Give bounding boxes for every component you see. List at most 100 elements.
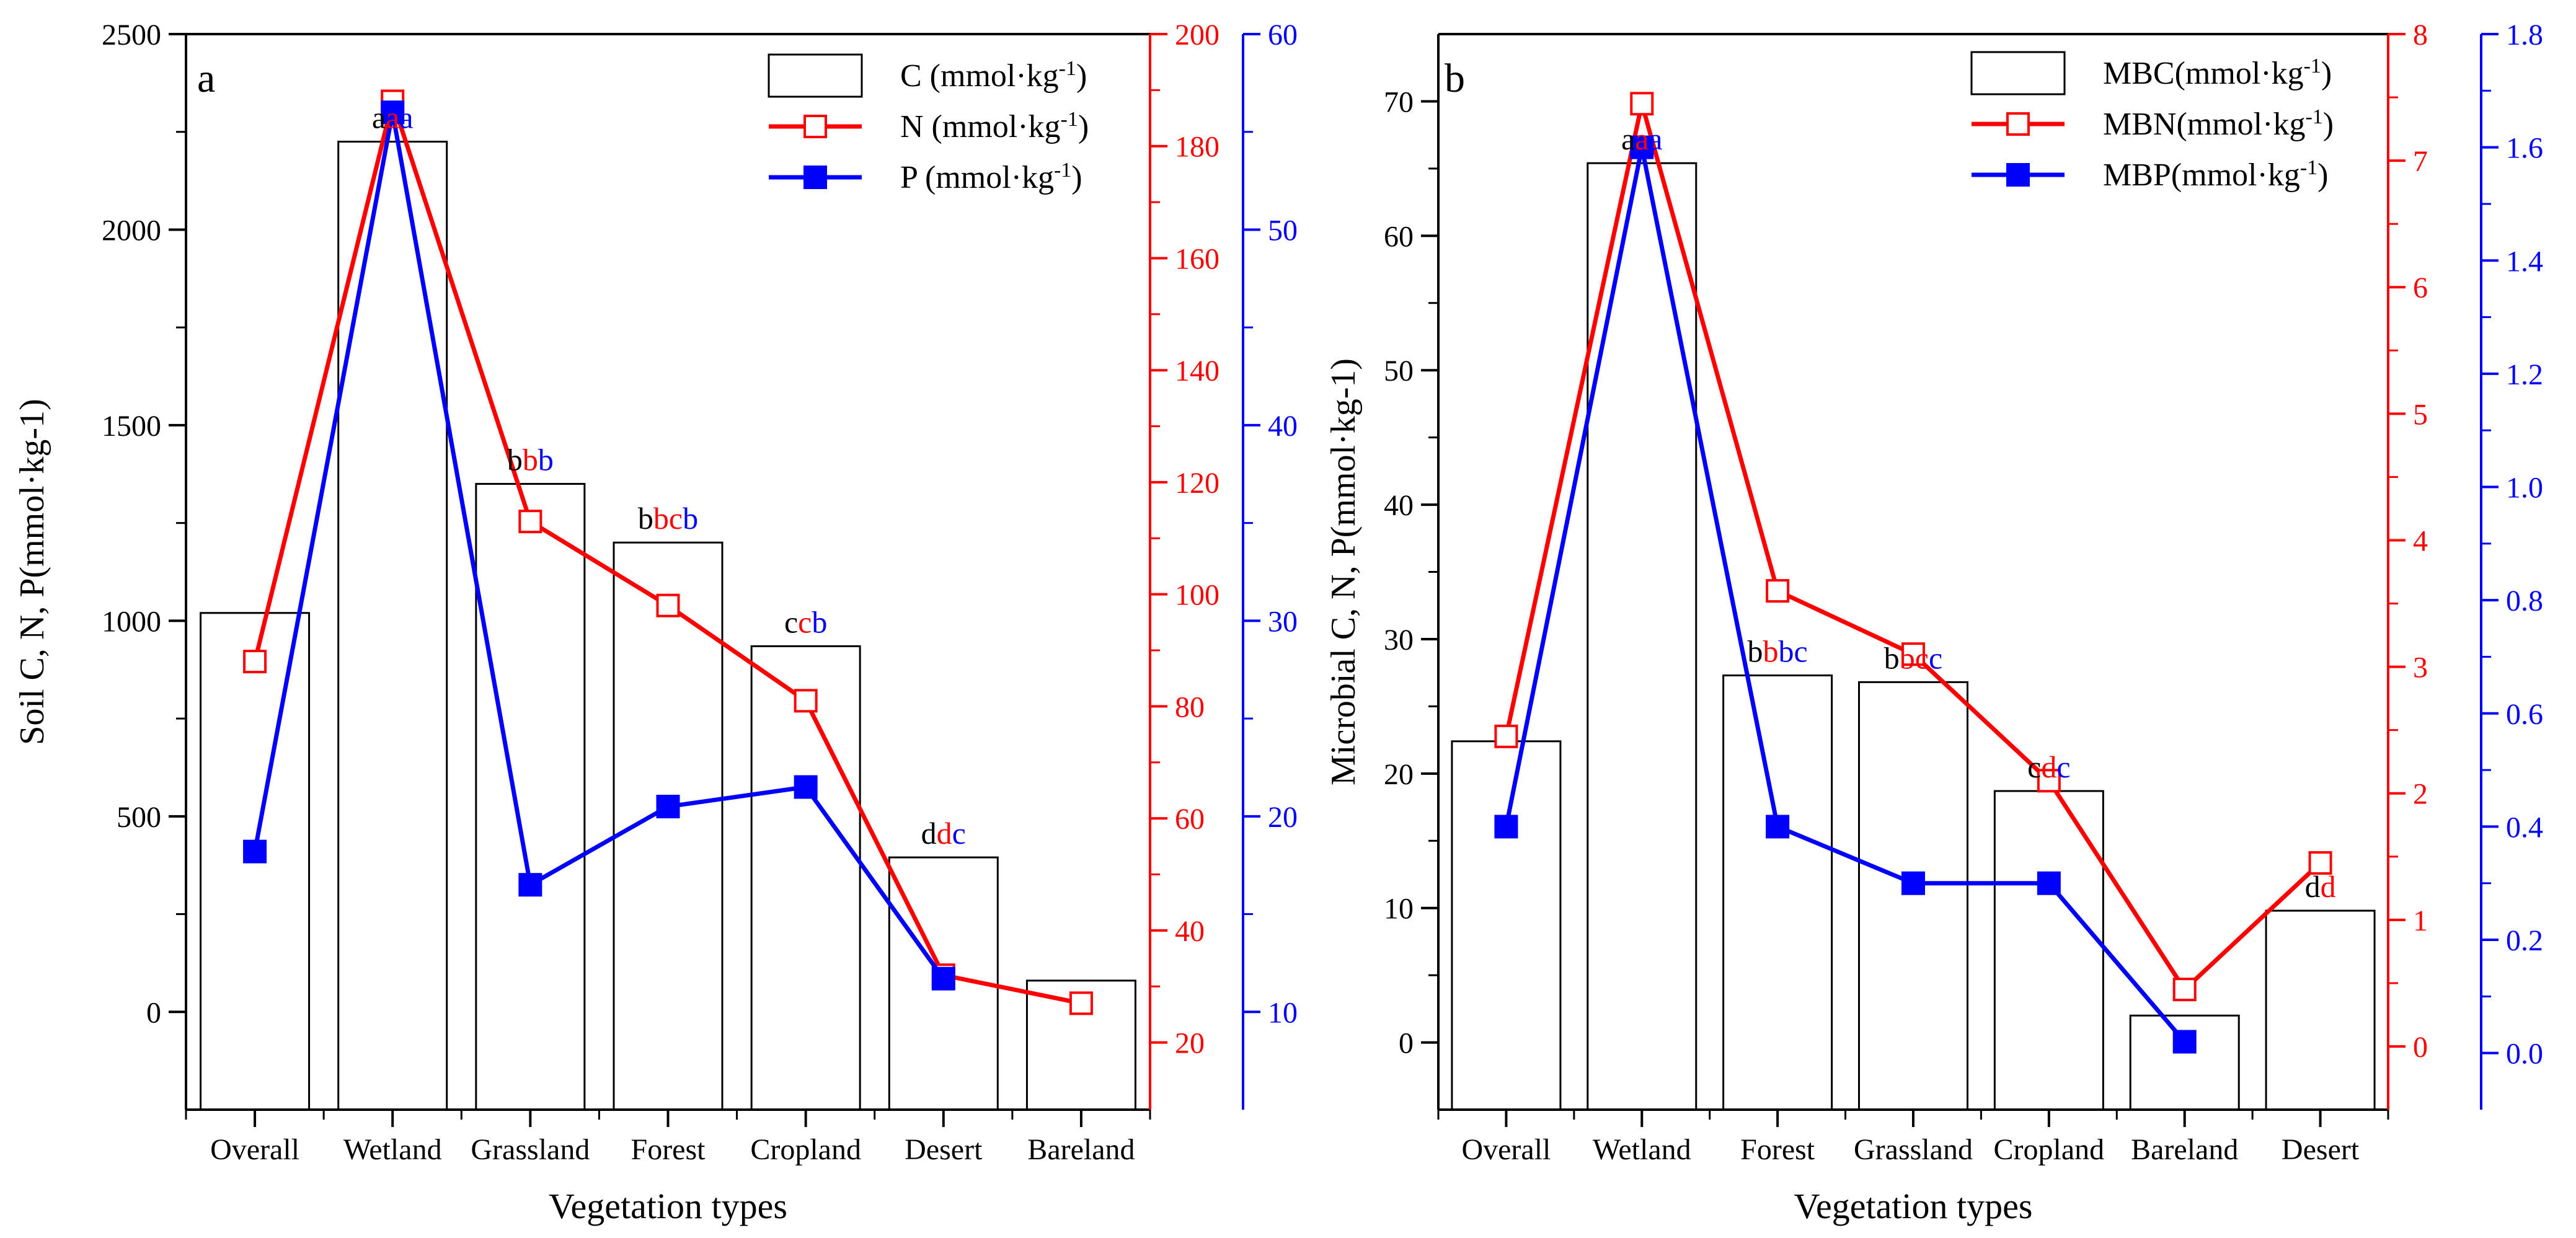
- bar-bareland: [2129, 1014, 2240, 1111]
- significance-letter: b: [523, 443, 538, 477]
- legend-label-superscript: -1: [1059, 57, 1076, 80]
- right1-axis-tick-label: 180: [1175, 131, 1219, 164]
- significance-letter: bc: [1779, 634, 1808, 668]
- significance-letter: d: [2041, 749, 2056, 784]
- legend-label-close: ): [2317, 157, 2328, 193]
- significance-letter: a: [1649, 122, 1662, 156]
- x-tick-label-overall: Overall: [210, 1133, 299, 1166]
- legend-label-close: ): [1076, 58, 1087, 94]
- y-axis-title: Microbial C, N, P(mmol·kg-1): [1324, 358, 1363, 785]
- right1-axis-tick-label: 8: [2413, 19, 2428, 51]
- significance-letter: d: [921, 816, 937, 851]
- legend-swatch-bar: [1970, 51, 2066, 95]
- significance-letters: ccb: [784, 604, 827, 639]
- right1-axis-tick-label: 3: [2413, 652, 2428, 684]
- series-point-blue: [243, 839, 267, 864]
- right1-axis-tick-label: 4: [2413, 524, 2428, 557]
- bar-overall: [1451, 740, 1562, 1111]
- x-axis-title: Vegetation types: [1794, 1186, 2033, 1226]
- panel-a: 0 500 1000 1500 2000 2500 20 40 60 80 100 120 140 160…: [13, 19, 1298, 1226]
- significance-letters: ddc: [921, 816, 966, 851]
- x-tick-label-grassland: Grassland: [471, 1133, 590, 1166]
- legend-label-superscript: -1: [2300, 156, 2317, 179]
- legend-label: C (mmol·kg-1): [900, 57, 1087, 94]
- right1-axis-tick-label: 1: [2413, 904, 2428, 937]
- bar-grassland: [475, 483, 586, 1111]
- x-axis-title: Vegetation types: [549, 1186, 787, 1226]
- significance-letter: b: [1763, 634, 1779, 668]
- left-axis-tick-label: 0: [146, 996, 161, 1029]
- right1-axis-tick-label: 7: [2413, 145, 2428, 178]
- significance-letter: b: [638, 501, 653, 536]
- series-point-blue: [1901, 871, 1925, 895]
- x-tick-label-cropland: Cropland: [750, 1133, 861, 1166]
- series-point-red: [243, 650, 267, 674]
- x-tick-label-desert: Desert: [905, 1133, 983, 1166]
- significance-letter: c: [798, 604, 812, 639]
- significance-letter: d: [2321, 869, 2336, 904]
- bar-desert: [2265, 909, 2376, 1111]
- series-point-red: [518, 510, 542, 534]
- series-line-blue: [252, 110, 945, 980]
- legend-swatch-marker: [803, 115, 827, 138]
- left-axis-tick-label: 500: [117, 801, 161, 834]
- right2-axis-tick-label: 0.6: [2506, 698, 2543, 731]
- series-line-blue: [1503, 145, 2187, 1043]
- x-tick-label-wetland: Wetland: [1593, 1133, 1691, 1166]
- right2-axis-tick-label: 50: [1268, 214, 1298, 247]
- right1-axis-tick-label: 5: [2413, 398, 2428, 431]
- panel-label: b: [1445, 56, 1465, 101]
- series-point-blue: [2037, 871, 2061, 895]
- series-point-red: [1069, 991, 1093, 1015]
- series-point-red: [2037, 769, 2061, 793]
- series-line-red: [252, 99, 1082, 1006]
- significance-letter: bc: [1900, 640, 1929, 675]
- x-tick-label-bareland: Bareland: [2131, 1133, 2238, 1166]
- legend-label-text: P (mmol·kg: [900, 160, 1054, 195]
- right1-axis-tick-label: 100: [1175, 579, 1219, 612]
- series-point-blue: [1766, 815, 1790, 839]
- left-axis-tick-label: 20: [1384, 758, 1414, 791]
- significance-letter: c: [1929, 640, 1942, 675]
- significance-letter: a: [399, 100, 413, 135]
- significance-letter: b: [507, 443, 523, 477]
- right1-axis-tick-label: 80: [1175, 691, 1205, 723]
- legend-label-text: MBN(mmol·kg: [2103, 107, 2305, 142]
- significance-letter: c: [2027, 749, 2041, 784]
- significance-letter: a: [386, 100, 399, 135]
- right1-axis-tick-label: 60: [1175, 803, 1205, 836]
- legend-label-superscript: -1: [2304, 55, 2321, 77]
- x-tick-label-desert: Desert: [2282, 1133, 2360, 1166]
- left-axis-tick-label: 10: [1384, 893, 1414, 926]
- significance-letter: a: [1635, 122, 1649, 156]
- series-point-red: [1630, 92, 1654, 116]
- left-axis-tick-label: 60: [1384, 220, 1414, 253]
- series-point-blue: [931, 966, 955, 991]
- series-point-blue: [1494, 815, 1518, 839]
- significance-letter: b: [683, 501, 698, 536]
- legend-label: P (mmol·kg-1): [900, 159, 1082, 196]
- right1-axis-tick-label: 200: [1175, 19, 1219, 51]
- left-axis-tick-label: 1000: [102, 605, 161, 638]
- significance-letter: d: [937, 816, 952, 851]
- legend-label-text: C (mmol·kg: [900, 58, 1059, 94]
- legend-swatch-marker: [803, 166, 827, 189]
- right2-axis-tick-label: 60: [1268, 19, 1298, 51]
- panel-b: 0 10 20 30 40 50 60 70 0 1 2 3 4 5 6 7 8 0.0 0.2 0.4 0.6 0.8 1…: [1324, 19, 2543, 1226]
- significance-letter: a: [1621, 122, 1635, 156]
- x-tick-label-forest: Forest: [1740, 1133, 1815, 1166]
- series-point-red: [656, 593, 680, 617]
- significance-letter: a: [372, 100, 386, 135]
- significance-letters: bbcc: [1884, 640, 1942, 675]
- panel-label: a: [197, 56, 215, 101]
- significance-letter: b: [1748, 634, 1763, 668]
- right1-axis-tick-label: 140: [1175, 355, 1219, 387]
- legend-label: MBC(mmol·kg-1): [2103, 55, 2332, 92]
- legend-label-close: ): [2321, 56, 2332, 91]
- right1-axis-tick-label: 120: [1175, 467, 1219, 500]
- series-point-red: [794, 689, 818, 713]
- right1-axis-tick-label: 2: [2413, 778, 2428, 811]
- series-point-red: [1901, 642, 1925, 666]
- significance-letters: bbcb: [638, 501, 698, 536]
- legend-swatch-marker: [2006, 112, 2030, 136]
